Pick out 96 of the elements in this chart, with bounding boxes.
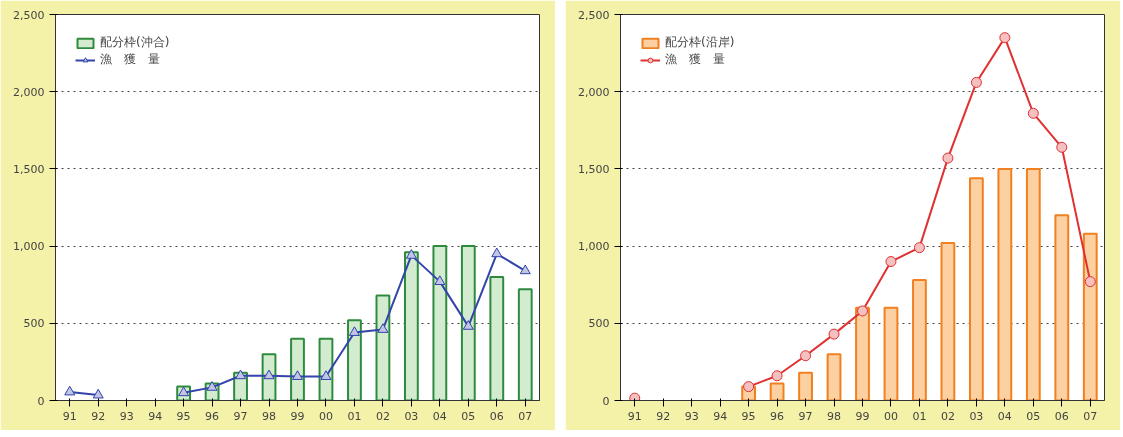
point [1084,276,1096,288]
y-tick-label: 1,000 [13,240,45,254]
x-tick-label: 94 [148,409,163,423]
y-tick-label: 1,500 [578,162,610,176]
y-tick-label: 500 [23,317,45,331]
x-tick-label: 04 [432,409,447,423]
legend-label: 漁 獲 量 [100,51,160,68]
legend-label: 漁 獲 量 [665,51,725,68]
y-tick-label: 0 [602,394,610,408]
x-tick-label: 06 [1054,409,1069,423]
x-tick-label: 05 [461,409,476,423]
x-tick-label: 99 [855,409,870,423]
bar [968,177,984,401]
point [405,249,417,259]
legend-label: 配分枠(沿岸) [665,34,735,51]
point [292,370,303,380]
point [857,305,868,317]
x-tick-label: 98 [262,409,277,423]
point [434,275,446,285]
bar [997,167,1013,401]
point [885,256,897,268]
x-tick-label: 92 [91,409,106,423]
bar [798,371,813,401]
point [519,264,531,275]
x-tick-label: 93 [119,409,134,423]
x-tick-label: 97 [233,409,248,423]
bar [432,245,448,401]
bar [940,242,956,401]
point [491,247,503,258]
bar [375,294,391,401]
point [462,320,474,330]
bar [1082,232,1098,401]
y-tick-label: 2,000 [13,85,45,99]
point [743,381,755,393]
bar [769,382,785,401]
x-tick-label: 01 [347,409,362,423]
x-tick-label: 03 [404,409,419,423]
x-tick-label: 07 [518,409,533,423]
point [999,32,1011,44]
bar [460,245,476,401]
point [771,370,783,382]
x-tick-label: 96 [205,409,220,423]
y-tick-label: 2,000 [578,85,610,99]
y-tick-label: 1,000 [578,240,610,254]
legend-label: 配分枠(沖合) [100,34,170,51]
bar [489,275,505,401]
x-tick-label: 00 [318,409,333,423]
point [377,323,389,333]
x-tick-label: 06 [489,409,504,423]
x-tick-label: 95 [176,409,191,423]
x-tick-label: 01 [912,409,927,423]
bar [1054,214,1070,401]
point [1056,141,1068,153]
y-tick-label: 2,500 [13,8,45,22]
point [913,242,925,254]
x-tick-label: 04 [997,409,1012,423]
bar [883,306,899,401]
point [235,369,247,380]
x-tick-label: 97 [798,409,813,423]
x-tick-label: 96 [770,409,785,423]
x-tick-label: 99 [290,409,305,423]
point [970,76,982,88]
point [320,370,332,380]
x-tick-label: 91 [627,409,642,423]
point [348,326,360,336]
y-tick-label: 0 [37,394,45,408]
x-tick-label: 02 [375,409,390,423]
bar [1025,167,1041,401]
x-tick-label: 02 [940,409,955,423]
bar [855,306,870,401]
x-tick-label: 00 [883,409,898,423]
x-tick-label: 05 [1026,409,1041,423]
bar [826,353,842,401]
y-tick-label: 2,500 [578,8,610,22]
point [178,386,190,397]
bar [403,251,419,401]
bar [912,279,927,401]
point [800,350,812,362]
point [942,152,954,164]
x-tick-label: 94 [713,409,728,423]
x-tick-label: 92 [656,409,671,423]
bar [347,319,362,401]
point [629,392,641,401]
point [1027,107,1039,119]
x-tick-label: 91 [62,409,77,423]
y-tick-label: 1,500 [13,162,45,176]
point [64,385,76,396]
bar [517,288,533,401]
x-tick-label: 07 [1083,409,1098,423]
point [92,388,104,399]
x-tick-label: 98 [827,409,842,423]
x-tick-label: 95 [741,409,756,423]
y-tick-label: 500 [588,317,610,331]
x-tick-label: 03 [969,409,984,423]
point [828,328,840,340]
x-tick-label: 93 [684,409,699,423]
